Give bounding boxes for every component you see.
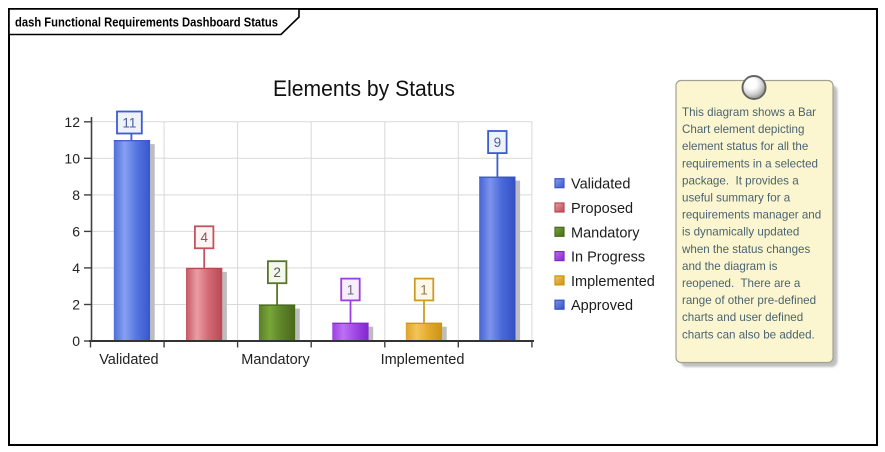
svg-text:8: 8 xyxy=(72,187,80,203)
svg-text:This diagram shows a Bar: This diagram shows a Bar xyxy=(682,106,816,119)
svg-text:dash Functional Requirements D: dash Functional Requirements Dashboard S… xyxy=(15,16,278,30)
svg-text:Proposed: Proposed xyxy=(571,201,633,217)
svg-text:requirements manager and: requirements manager and xyxy=(682,209,821,222)
svg-text:9: 9 xyxy=(494,135,502,150)
svg-text:4: 4 xyxy=(200,230,208,245)
svg-text:6: 6 xyxy=(72,223,80,239)
svg-text:0: 0 xyxy=(72,333,80,349)
svg-text:Mandatory: Mandatory xyxy=(571,225,640,241)
svg-text:when the status changes: when the status changes xyxy=(681,243,810,256)
svg-text:2: 2 xyxy=(273,265,281,280)
svg-text:Chart element depicting: Chart element depicting xyxy=(682,123,804,136)
svg-text:and the diagram is: and the diagram is xyxy=(682,260,778,273)
svg-text:Mandatory: Mandatory xyxy=(241,352,310,368)
svg-text:charts can also be added.: charts can also be added. xyxy=(682,328,815,341)
svg-text:4: 4 xyxy=(72,260,80,276)
svg-text:Approved: Approved xyxy=(571,298,633,314)
svg-text:element status for all the: element status for all the xyxy=(682,140,808,153)
svg-text:charts and user defined: charts and user defined xyxy=(682,311,803,324)
svg-text:range of other pre-defined: range of other pre-defined xyxy=(682,294,816,307)
svg-text:In Progress: In Progress xyxy=(571,250,645,266)
svg-text:12: 12 xyxy=(64,114,80,130)
svg-text:reopened. There are a: reopened. There are a xyxy=(682,277,801,290)
svg-text:Implemented: Implemented xyxy=(381,352,465,368)
svg-text:1: 1 xyxy=(347,282,355,297)
svg-text:Implemented: Implemented xyxy=(571,274,655,290)
svg-text:Elements by Status: Elements by Status xyxy=(273,76,455,101)
svg-text:package. It provides a: package. It provides a xyxy=(682,174,799,187)
svg-text:useful summary for a: useful summary for a xyxy=(682,192,791,205)
svg-text:2: 2 xyxy=(72,297,80,313)
svg-text:10: 10 xyxy=(64,150,80,166)
svg-text:Validated: Validated xyxy=(571,177,630,193)
svg-text:1: 1 xyxy=(420,282,428,297)
svg-text:11: 11 xyxy=(122,115,136,130)
svg-text:requirements in a selected: requirements in a selected xyxy=(682,157,818,170)
svg-text:is dynamically updated: is dynamically updated xyxy=(682,226,799,239)
svg-text:Validated: Validated xyxy=(99,352,158,368)
